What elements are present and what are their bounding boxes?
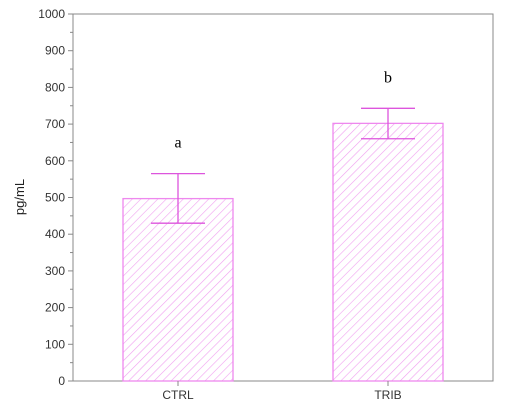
y-tick-label: 200: [45, 301, 65, 315]
significance-labels: ab: [174, 69, 392, 151]
y-axis-ticks: 0 100 200 300 400 500 600 700 800 900 1000: [38, 7, 73, 388]
y-axis-title: pg/mL: [12, 179, 27, 215]
y-tick-label: 800: [45, 80, 65, 94]
significance-label: a: [174, 135, 181, 152]
y-tick-label: 300: [45, 264, 65, 278]
error-bars: [151, 107, 415, 224]
y-tick-label: 0: [58, 374, 65, 388]
y-tick-label: 1000: [38, 7, 65, 21]
y-tick-label: 900: [45, 44, 65, 58]
y-tick-label: 500: [45, 191, 65, 205]
bars: [122, 122, 444, 382]
bar-ctrl: [122, 197, 234, 382]
error-bar-trib: [361, 107, 415, 140]
y-tick-label: 400: [45, 227, 65, 241]
significance-label: b: [384, 69, 392, 86]
bar-trib: [332, 122, 444, 382]
y-tick-label: 700: [45, 117, 65, 131]
x-tick-label: TRIB: [374, 388, 401, 402]
x-axis-ticks: CTRL TRIB: [162, 381, 402, 402]
x-tick-label: CTRL: [162, 388, 194, 402]
y-tick-label: 100: [45, 337, 65, 351]
error-bar-ctrl: [151, 172, 205, 224]
y-tick-label: 600: [45, 154, 65, 168]
